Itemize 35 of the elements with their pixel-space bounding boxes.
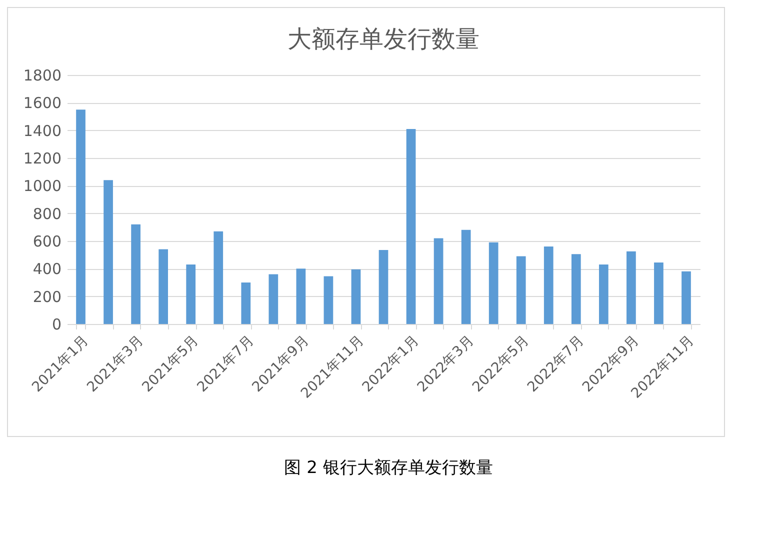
bar xyxy=(131,224,140,324)
bar xyxy=(434,238,444,324)
bar xyxy=(186,264,196,324)
bar xyxy=(461,230,471,324)
bar xyxy=(626,251,636,324)
chart-title: 大额存单发行数量 xyxy=(288,25,480,53)
bar xyxy=(516,256,526,324)
caption: 图 2 银行大额存单发行数量 xyxy=(283,457,494,479)
y-tick-label: 1400 xyxy=(23,122,62,140)
bar xyxy=(654,262,664,324)
y-tick-label: 1200 xyxy=(23,150,62,168)
bar xyxy=(241,282,251,324)
bar xyxy=(378,250,388,324)
bar xyxy=(488,242,498,324)
bar xyxy=(598,264,608,324)
y-tick-label: 200 xyxy=(32,288,62,306)
y-tick-label: 0 xyxy=(52,316,62,334)
bar xyxy=(268,274,278,324)
y-tick-label: 600 xyxy=(32,232,62,250)
bar xyxy=(104,180,113,324)
y-tick-label: 1000 xyxy=(23,177,62,196)
y-tick-label: 800 xyxy=(32,204,62,223)
bar xyxy=(76,110,86,324)
bar xyxy=(296,268,306,324)
bar xyxy=(406,128,416,324)
y-tick-label: 1600 xyxy=(23,94,62,112)
bar xyxy=(351,269,361,324)
bar xyxy=(682,271,691,324)
bar xyxy=(158,249,168,324)
y-tick-label: 1800 xyxy=(23,66,62,84)
bar xyxy=(571,254,581,324)
bar xyxy=(544,246,554,324)
bar xyxy=(324,276,334,324)
y-tick-label: 400 xyxy=(32,260,62,278)
bar xyxy=(214,231,224,324)
